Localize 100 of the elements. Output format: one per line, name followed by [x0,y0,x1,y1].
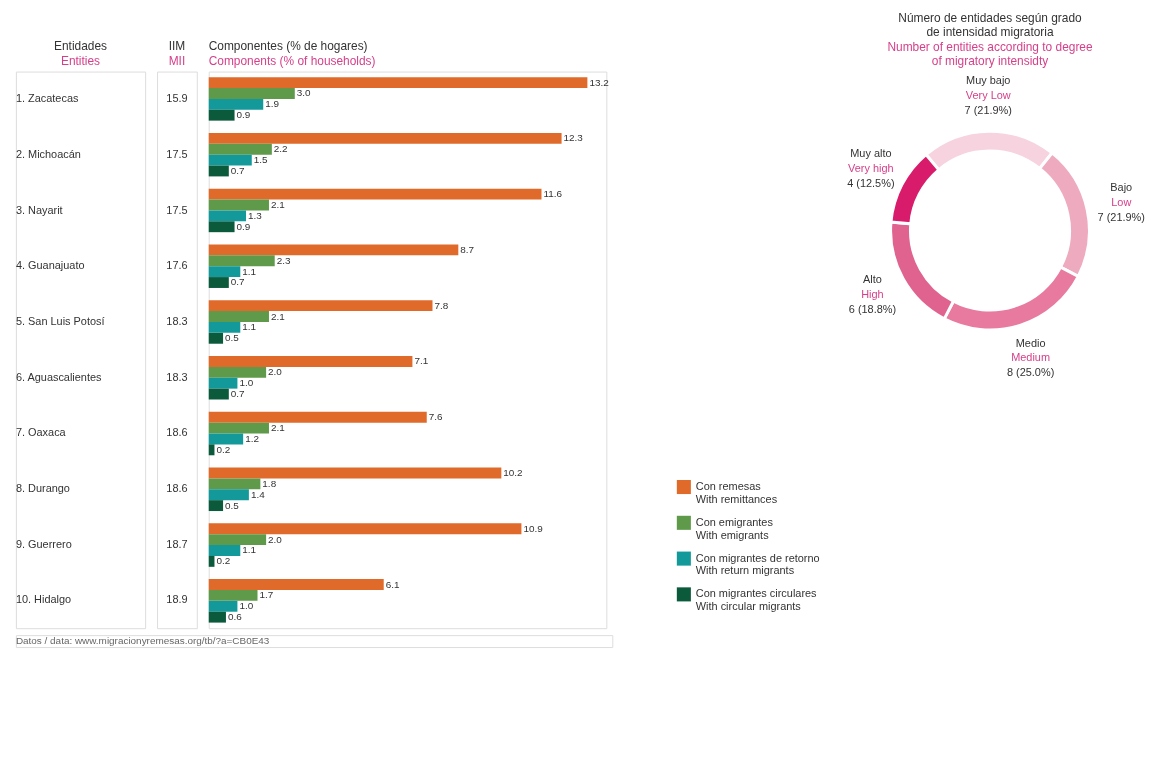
text: IIM [168,38,186,53]
y-tick-label: 1. Zacatecas [15,92,79,105]
bar [208,165,229,177]
data-label: 0.7 [230,164,246,176]
data-label: 8.7 [460,243,475,255]
data-label: 11.6 [543,188,563,200]
bar [208,611,226,623]
y-axis-title: Entidades [54,38,108,53]
y-tick-label: 2. Michoacán [15,148,81,161]
bar [208,143,272,155]
bar [208,600,238,612]
text: 18.6 [166,426,188,439]
y-tick-label: 4. Guanajuato [15,259,85,272]
data-label: 0.7 [230,388,246,400]
bar [208,221,235,233]
data-label: 1.1 [242,321,257,333]
data-label: 0.6 [227,611,243,623]
data-label: 6 (18.8%) [848,303,897,316]
data-label: 7 (21.9%) [1097,210,1145,223]
y-tick-label: 5. San Luis Potosí [15,315,105,328]
y-tick-label: 3. Nayarit [15,203,63,216]
text: 18.3 [166,315,188,328]
bar [208,132,562,144]
data-label: 1.0 [239,600,254,612]
bar [208,98,264,110]
data-label: 7 (21.9%) [964,104,1012,117]
category-label: Alto High [861,273,884,301]
bar [208,77,588,89]
bar [208,199,269,211]
bar [208,500,224,512]
data-label: 4 (12.5%) [847,176,895,189]
text: 18.3 [166,370,188,383]
data-label: 1.1 [242,544,257,556]
bar [208,332,224,344]
data-label: 1.1 [242,265,257,277]
bar [208,311,269,322]
chart-title: Componentes (% de hogares) [208,38,368,53]
data-label: 2.2 [273,143,289,155]
bar [208,422,269,434]
legend-label: Con emigrantes With emigrants [695,515,774,541]
bar [208,356,413,367]
bar [208,321,241,333]
data-label: 2.1 [270,422,286,434]
bar [208,88,295,99]
y-tick-label: 8. Durango [15,482,70,494]
data-label: 0.2 [216,443,231,455]
data-label: 2.3 [276,254,291,266]
bar [208,545,241,556]
bar [208,433,244,445]
chart-subtitle: Components (% of households) [208,53,376,68]
bar [208,589,258,601]
data-label: 0.7 [230,276,246,288]
text: 15.9 [166,92,188,105]
data-label: 8 (25.0%) [1006,366,1055,379]
data-label: 1.5 [253,154,269,166]
legend-label: Con migrantes circulares With circular migrants [695,587,818,613]
bar [208,244,459,256]
bar [208,478,261,490]
text: 17.5 [166,148,188,161]
bar [208,377,238,389]
bar [208,277,229,288]
data-label: 7.8 [434,299,449,311]
data-label: 2.1 [270,310,286,322]
legend-label: Con remesas With remittances [695,480,778,505]
y-tick-label: 6. Aguascalientes [15,370,103,383]
bar [208,523,522,535]
data-label: 1.2 [245,432,260,444]
data-label: 2.0 [268,533,283,545]
data-label: 10.2 [503,466,524,478]
text: 17.6 [166,259,188,272]
category-label: Bajo Low [1110,180,1133,208]
data-label: 1.3 [248,209,263,221]
data-label: 1.9 [265,98,280,110]
bar [208,534,267,546]
data-label: 1.8 [262,477,277,489]
category-label: Medio Medium [1011,336,1051,364]
data-label: 2.0 [268,366,283,378]
data-label: 1.4 [250,488,266,500]
text: Datos / data: www.migracionyremesas.org/tb/?a=CB0E43 [15,635,270,647]
data-label: 0.5 [225,499,240,511]
y-tick-label: 9. Guerrero [15,537,72,550]
data-label: 0.9 [236,220,251,232]
data-label: 10.9 [523,522,544,534]
bar [208,467,502,479]
data-label: 7.6 [428,411,444,423]
text: 17.5 [166,203,188,216]
bar [208,388,229,400]
chart-title: Número de entidades según grado de intensidad migratoria [898,10,1083,39]
legend-label: Con migrantes de retorno With return migrants [695,551,820,577]
text: Entities [60,53,101,68]
bar [208,210,247,222]
bar [208,255,275,267]
data-label: 1.7 [259,589,274,601]
y-tick-label: 10. Hidalgo [15,593,72,606]
data-label: 12.3 [563,132,584,144]
bar [208,300,433,312]
bar [208,489,249,501]
data-label: 6.1 [385,578,400,590]
bar [208,188,542,200]
data-label: 2.1 [270,198,286,210]
